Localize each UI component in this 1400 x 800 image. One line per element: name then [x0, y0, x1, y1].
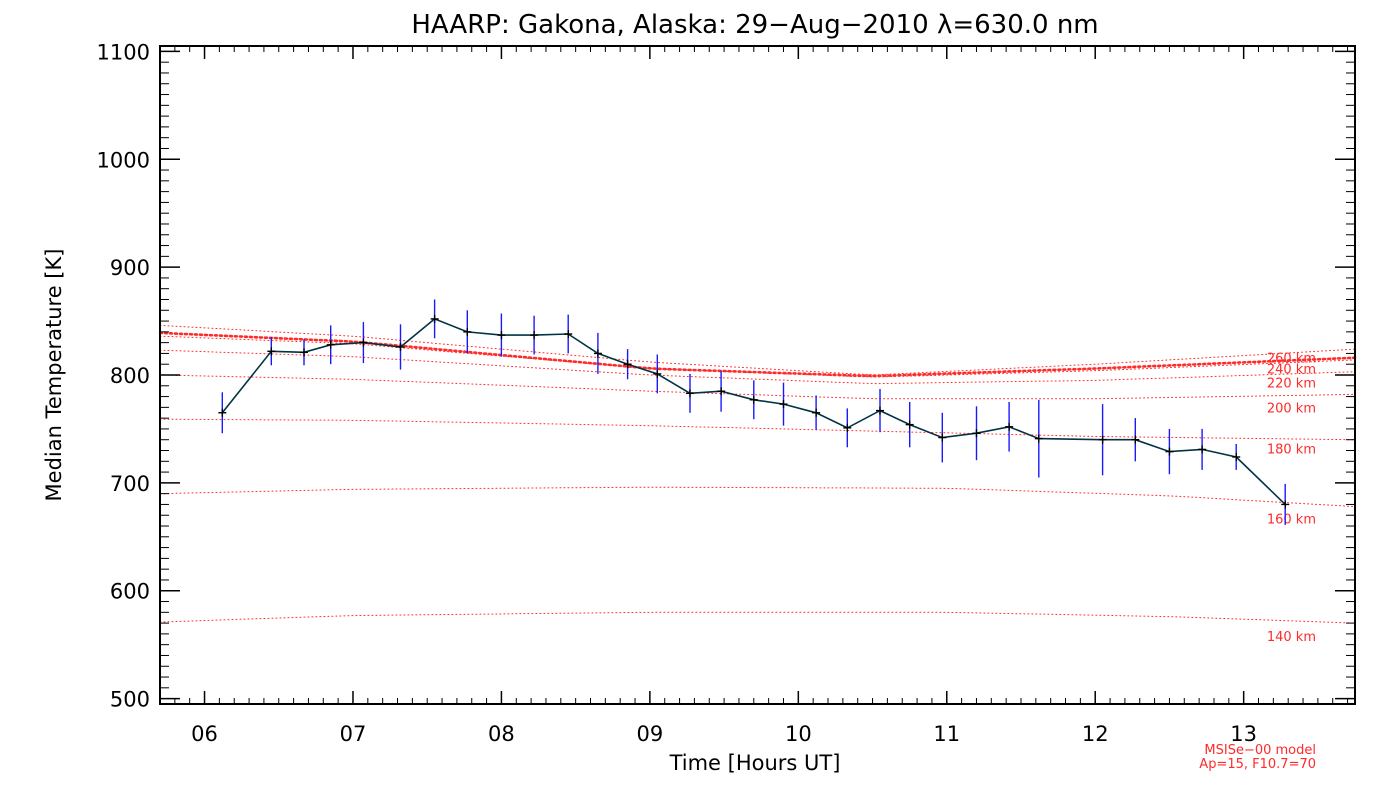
x-tick-label: 07	[340, 722, 367, 746]
y-tick-label: 1000	[97, 148, 150, 172]
data-series	[218, 299, 1290, 525]
model-note-line-1: MSISe−00 model	[1204, 743, 1316, 758]
data-point	[218, 408, 227, 417]
x-tick-label: 12	[1082, 722, 1109, 746]
model-curve-180-km	[159, 418, 1356, 441]
model-label-260-km: 260 km	[1267, 352, 1316, 367]
data-point	[779, 400, 788, 409]
model-curve-140-km	[159, 611, 1356, 624]
model-label-220-km: 220 km	[1267, 377, 1316, 392]
series-line	[221, 317, 1286, 505]
x-tick-label: 08	[488, 722, 515, 746]
data-point	[1232, 452, 1241, 461]
data-point	[972, 429, 981, 438]
y-tick-label: 800	[110, 364, 150, 388]
data-point	[749, 395, 758, 404]
data-point	[463, 327, 472, 336]
model-curve-250-km	[158, 331, 1357, 378]
data-point	[843, 423, 852, 432]
model-label-200-km: 200 km	[1267, 401, 1316, 416]
data-point	[1034, 434, 1043, 443]
data-point	[359, 338, 368, 347]
model-label-140-km: 140 km	[1267, 630, 1316, 645]
x-tick-label: 09	[637, 722, 664, 746]
data-point	[938, 433, 947, 442]
data-point	[685, 389, 694, 398]
chart-title: HAARP: Gakona, Alaska: 29−Aug−2010 λ=630…	[411, 10, 1098, 40]
x-axis-title: Time [Hours UT]	[669, 751, 841, 775]
data-point	[1131, 435, 1140, 444]
data-point	[564, 330, 573, 339]
y-tick-label: 900	[110, 256, 150, 280]
data-point	[653, 369, 662, 378]
data-point	[1281, 500, 1290, 509]
model-label-240-km: 240 km	[1267, 363, 1316, 378]
model-note-line-2: Ap=15, F10.7=70	[1199, 757, 1316, 772]
axis-ticks: 06 07 08 09 10 11 12 13 500 600 700 800 900 1000 1100	[97, 40, 1355, 746]
data-point	[1005, 422, 1014, 431]
data-point	[299, 348, 308, 357]
data-point	[326, 340, 335, 349]
data-point	[396, 342, 405, 351]
model-curve-220-km	[159, 349, 1356, 385]
data-point	[1098, 435, 1107, 444]
data-point	[1198, 445, 1207, 454]
model-curve-160-km	[159, 486, 1356, 508]
y-tick-label: 1100	[97, 40, 150, 64]
model-curve-200-km	[159, 374, 1356, 400]
data-point	[530, 331, 539, 340]
data-point	[812, 408, 821, 417]
data-point	[497, 331, 506, 340]
data-point	[1165, 447, 1174, 456]
model-label-160-km: 160 km	[1267, 513, 1316, 528]
model-curve-240-km	[159, 335, 1356, 378]
x-tick-label: 06	[191, 722, 218, 746]
data-point	[267, 347, 276, 356]
data-point	[593, 349, 602, 358]
data-point	[875, 406, 884, 415]
x-tick-label: 10	[785, 722, 812, 746]
plot-frame	[159, 45, 1356, 705]
y-tick-label: 700	[110, 472, 150, 496]
x-tick-label: 11	[933, 722, 960, 746]
y-axis-title: Median Temperature [K]	[42, 249, 66, 502]
data-point	[430, 314, 439, 323]
data-point	[623, 360, 632, 369]
y-tick-label: 600	[110, 580, 150, 604]
data-point	[717, 387, 726, 396]
data-point	[905, 420, 914, 429]
model-curve-260-km	[159, 324, 1356, 376]
y-tick-label: 500	[110, 688, 150, 712]
x-tick-label: 13	[1230, 722, 1257, 746]
model-label-180-km: 180 km	[1267, 442, 1316, 457]
